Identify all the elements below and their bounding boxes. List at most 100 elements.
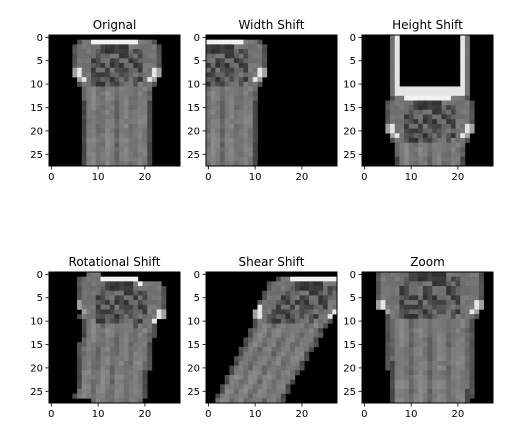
image-pixel	[252, 393, 258, 399]
image-pixel	[276, 379, 282, 385]
image-pixel	[220, 100, 226, 106]
image-pixel	[86, 63, 92, 69]
image-pixel	[404, 374, 410, 380]
image-pixel	[455, 142, 461, 148]
image-pixel	[450, 328, 456, 334]
image-pixel	[262, 356, 268, 362]
image-pixel	[271, 393, 277, 399]
image-pixel	[137, 109, 143, 115]
image-pixel	[224, 58, 230, 64]
image-pixel	[427, 128, 433, 134]
image-pixel	[224, 393, 230, 399]
image-pixel	[105, 290, 111, 296]
image-pixel	[128, 346, 134, 352]
image-pixel	[206, 147, 211, 153]
image-pixel	[206, 123, 211, 129]
image-pixel	[394, 142, 400, 148]
image-pixel	[394, 281, 400, 287]
image-pixel	[248, 86, 254, 92]
image-pixel	[147, 365, 153, 371]
image-pixel	[81, 86, 87, 92]
image-pixel	[418, 304, 424, 310]
image-pixel	[238, 156, 244, 162]
image-pixel	[450, 161, 456, 167]
image-pixel	[441, 105, 447, 111]
image-pixel	[299, 337, 305, 343]
image-pixel	[234, 123, 240, 129]
image-pixel	[464, 384, 470, 390]
image-pixel	[304, 290, 310, 296]
image-pixel	[248, 81, 254, 87]
image-pixel	[441, 276, 447, 282]
image-pixel	[86, 332, 92, 338]
image-pixel	[446, 342, 452, 348]
image-pixel	[399, 128, 405, 134]
image-pixel	[394, 332, 400, 338]
image-pixel	[299, 304, 305, 310]
image-pixel	[390, 109, 396, 115]
image-pixel	[280, 309, 286, 315]
image-pixel	[95, 81, 101, 87]
image-pixel	[206, 91, 211, 97]
image-pixel	[114, 58, 120, 64]
image-pixel	[243, 49, 249, 55]
image-pixel	[271, 360, 277, 366]
image-pixel	[469, 314, 475, 320]
image-pixel	[238, 109, 244, 115]
image-pixel	[455, 318, 461, 324]
image-pixel	[390, 290, 396, 296]
image-pixel	[86, 137, 92, 143]
image-pixel	[404, 342, 410, 348]
image-pixel	[441, 272, 447, 277]
image-pixel	[119, 286, 125, 292]
image-pixel	[285, 370, 291, 376]
image-pixel	[422, 351, 428, 357]
image-pixel	[299, 290, 305, 296]
image-pixel	[105, 393, 111, 399]
image-pixel	[446, 379, 452, 385]
image-pixel	[86, 374, 92, 380]
image-pixel	[114, 328, 120, 334]
image-pixel	[294, 304, 300, 310]
image-pixel	[128, 72, 134, 78]
image-pixel	[243, 342, 249, 348]
image-pixel	[446, 356, 452, 362]
image-pixel	[385, 100, 391, 106]
panel-title: Width Shift	[239, 18, 305, 32]
image-pixel	[147, 142, 153, 148]
image-pixel	[137, 393, 143, 399]
image-pixel	[280, 374, 286, 380]
image-pixel	[105, 44, 111, 50]
image-pixel	[77, 53, 83, 59]
image-pixel	[450, 86, 456, 92]
image-pixel	[432, 276, 438, 282]
image-pixel	[418, 374, 424, 380]
image-pixel	[385, 109, 391, 115]
image-pixel	[413, 133, 419, 139]
image-pixel	[248, 374, 254, 380]
image-pixel	[394, 379, 400, 385]
image-pixel	[142, 86, 148, 92]
image-pixel	[123, 281, 129, 287]
image-pixel	[105, 370, 111, 376]
image-pixel	[95, 290, 101, 296]
image-pixel	[105, 356, 111, 362]
image-pixel	[390, 365, 396, 371]
image-pixel	[206, 156, 211, 162]
image-pixel	[304, 332, 310, 338]
image-pixel	[469, 295, 475, 301]
image-pixel	[450, 318, 456, 324]
image-pixel	[109, 151, 115, 157]
image-pixel	[436, 323, 442, 329]
image-pixel	[252, 77, 258, 83]
image-pixel	[248, 147, 254, 153]
image-pixel	[229, 398, 235, 404]
image-pixel	[77, 379, 83, 385]
image-pixel	[109, 342, 115, 348]
image-pixel	[262, 393, 268, 399]
image-pixel	[224, 379, 230, 385]
image-pixel	[460, 346, 466, 352]
image-pixel	[252, 332, 258, 338]
image-pixel	[229, 100, 235, 106]
image-pixel	[137, 128, 143, 134]
